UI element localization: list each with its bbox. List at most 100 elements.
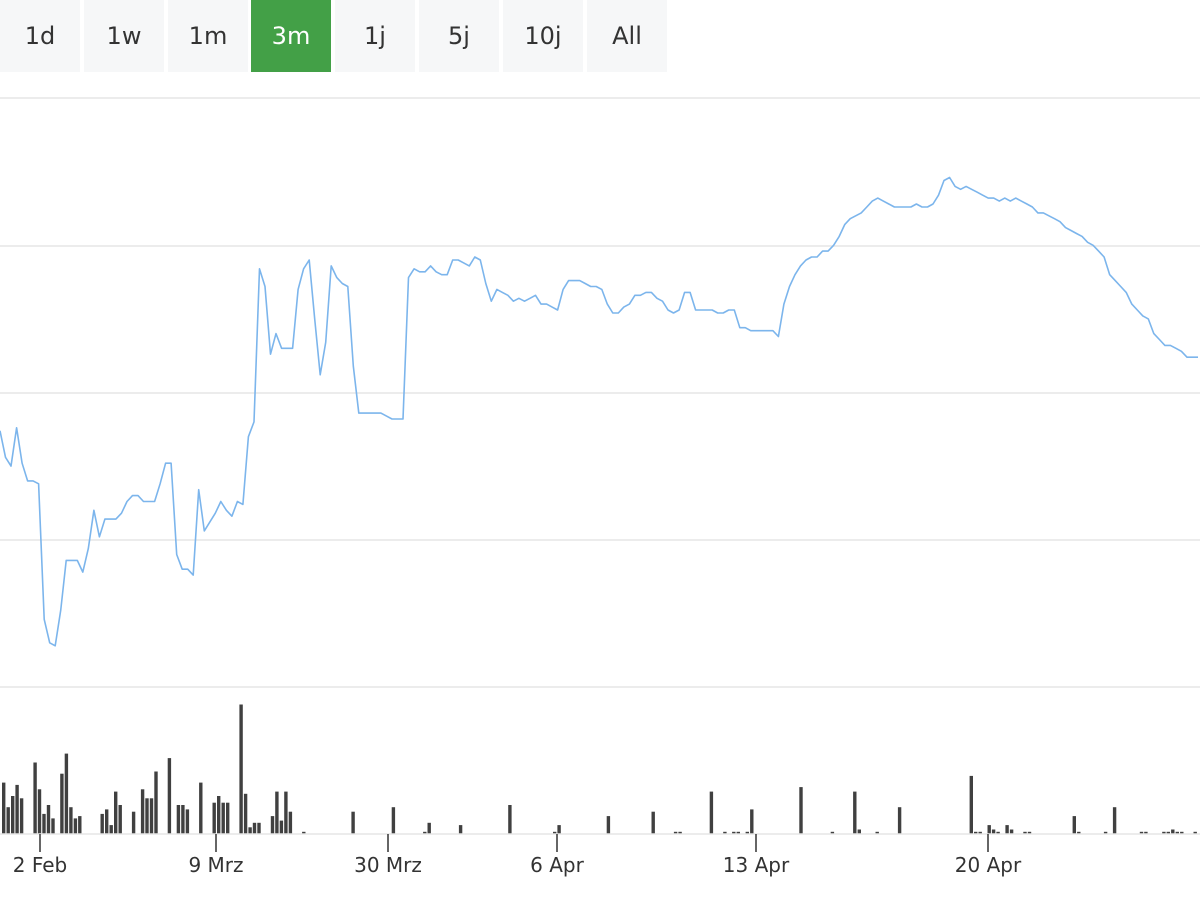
volume-bar [1175, 831, 1179, 834]
volume-bar [1144, 831, 1148, 834]
volume-bar [458, 825, 463, 834]
volume-bar [745, 831, 749, 834]
volume-bar [109, 825, 113, 834]
volume-bar [969, 775, 973, 834]
volume-bar [1171, 829, 1175, 834]
volume-bar [243, 793, 248, 834]
range-button-1w[interactable]: 1w [84, 0, 164, 72]
volume-bar [15, 784, 19, 834]
range-button-3m[interactable]: 3m [251, 0, 331, 72]
volume-bar [991, 829, 996, 834]
price-line [0, 176, 1198, 647]
volume-bar [288, 811, 293, 834]
volume-bar [19, 798, 24, 834]
volume-bar [1103, 831, 1108, 834]
range-button-10j[interactable]: 10j [503, 0, 583, 72]
volume-bar [284, 791, 288, 834]
volume-bar [651, 811, 655, 834]
range-button-1m[interactable]: 1m [168, 0, 248, 72]
volume-bar [857, 829, 861, 834]
volume-bar [2, 782, 6, 834]
volume-bar [11, 796, 15, 834]
volume-bar [553, 831, 557, 834]
volume-bar [673, 831, 678, 834]
volume-bar [140, 789, 145, 834]
volume-bar [252, 822, 257, 834]
volume-bar [302, 831, 306, 834]
volume-bar [248, 827, 252, 834]
volume-bar [100, 813, 104, 834]
volume-bar [221, 802, 225, 834]
volume-bar [799, 787, 803, 834]
volume-bar [1005, 825, 1009, 834]
volume-bar [1009, 829, 1014, 834]
volume-bar [199, 782, 203, 834]
volume-bar [1023, 831, 1027, 834]
range-button-all[interactable]: All [587, 0, 667, 72]
volume-bar [279, 820, 284, 834]
volume-bar [736, 831, 740, 834]
volume-bar [974, 831, 978, 834]
volume-bar [427, 822, 431, 834]
volume-bar [51, 818, 55, 834]
volume-bar [114, 791, 118, 834]
volume-bar [709, 791, 714, 834]
volume-bar [1166, 831, 1170, 834]
price-series [0, 176, 1198, 647]
volume-bar [1139, 831, 1144, 834]
range-button-1d[interactable]: 1d [0, 0, 80, 72]
volume-bar [1180, 831, 1184, 834]
volume-bar [176, 805, 181, 834]
volume-bar [145, 798, 149, 834]
volume-bar [181, 805, 185, 834]
volume-bar [185, 809, 190, 834]
volume-bar [897, 807, 902, 834]
volume-bar [853, 791, 857, 834]
x-tick-label: 30 Mrz [354, 853, 422, 877]
volume-bar [1072, 816, 1076, 834]
volume-bar [46, 805, 51, 834]
x-tick-label: 13 Apr [723, 853, 790, 877]
volume-bar [678, 831, 682, 834]
volume-bar [1162, 831, 1166, 834]
x-tick-label: 9 Mrz [188, 853, 243, 877]
volume-bar [557, 825, 561, 834]
volume-bar [1193, 831, 1197, 834]
volume-bar [723, 831, 727, 834]
range-button-1j[interactable]: 1j [335, 0, 415, 72]
volume-bar [60, 773, 64, 834]
volume-bar [270, 816, 275, 834]
volume-bar [78, 816, 82, 834]
volume-bar [1112, 807, 1117, 834]
volume-bar [391, 807, 396, 834]
range-button-5j[interactable]: 5j [419, 0, 499, 72]
volume-bar [275, 791, 279, 834]
x-tick-label: 6 Apr [530, 853, 584, 877]
volume-bar [1027, 831, 1032, 834]
volume-bar [118, 805, 122, 834]
volume-bar [149, 798, 154, 834]
volume-bar [69, 807, 73, 834]
volume-bar [239, 704, 243, 834]
volume-bar [257, 822, 261, 834]
volume-bar [33, 762, 37, 834]
volume-bar [830, 831, 835, 834]
volume-bar [212, 802, 216, 834]
volume-bar [6, 807, 10, 834]
volume-bar [226, 802, 230, 834]
volume-bar [508, 805, 512, 834]
volume-bar [154, 771, 158, 834]
volume-bar [732, 831, 736, 834]
gridlines [0, 97, 1200, 688]
volume-bar [1077, 831, 1081, 834]
volume-bar [131, 811, 136, 834]
volume-bars [2, 704, 1197, 834]
range-selector: 1d 1w 1m 3m 1j 5j 10j All [0, 0, 670, 72]
volume-bar [37, 789, 42, 834]
volume-bar [875, 831, 879, 834]
volume-bar [217, 796, 221, 834]
volume-bar [987, 825, 991, 834]
volume-bar [978, 831, 982, 834]
